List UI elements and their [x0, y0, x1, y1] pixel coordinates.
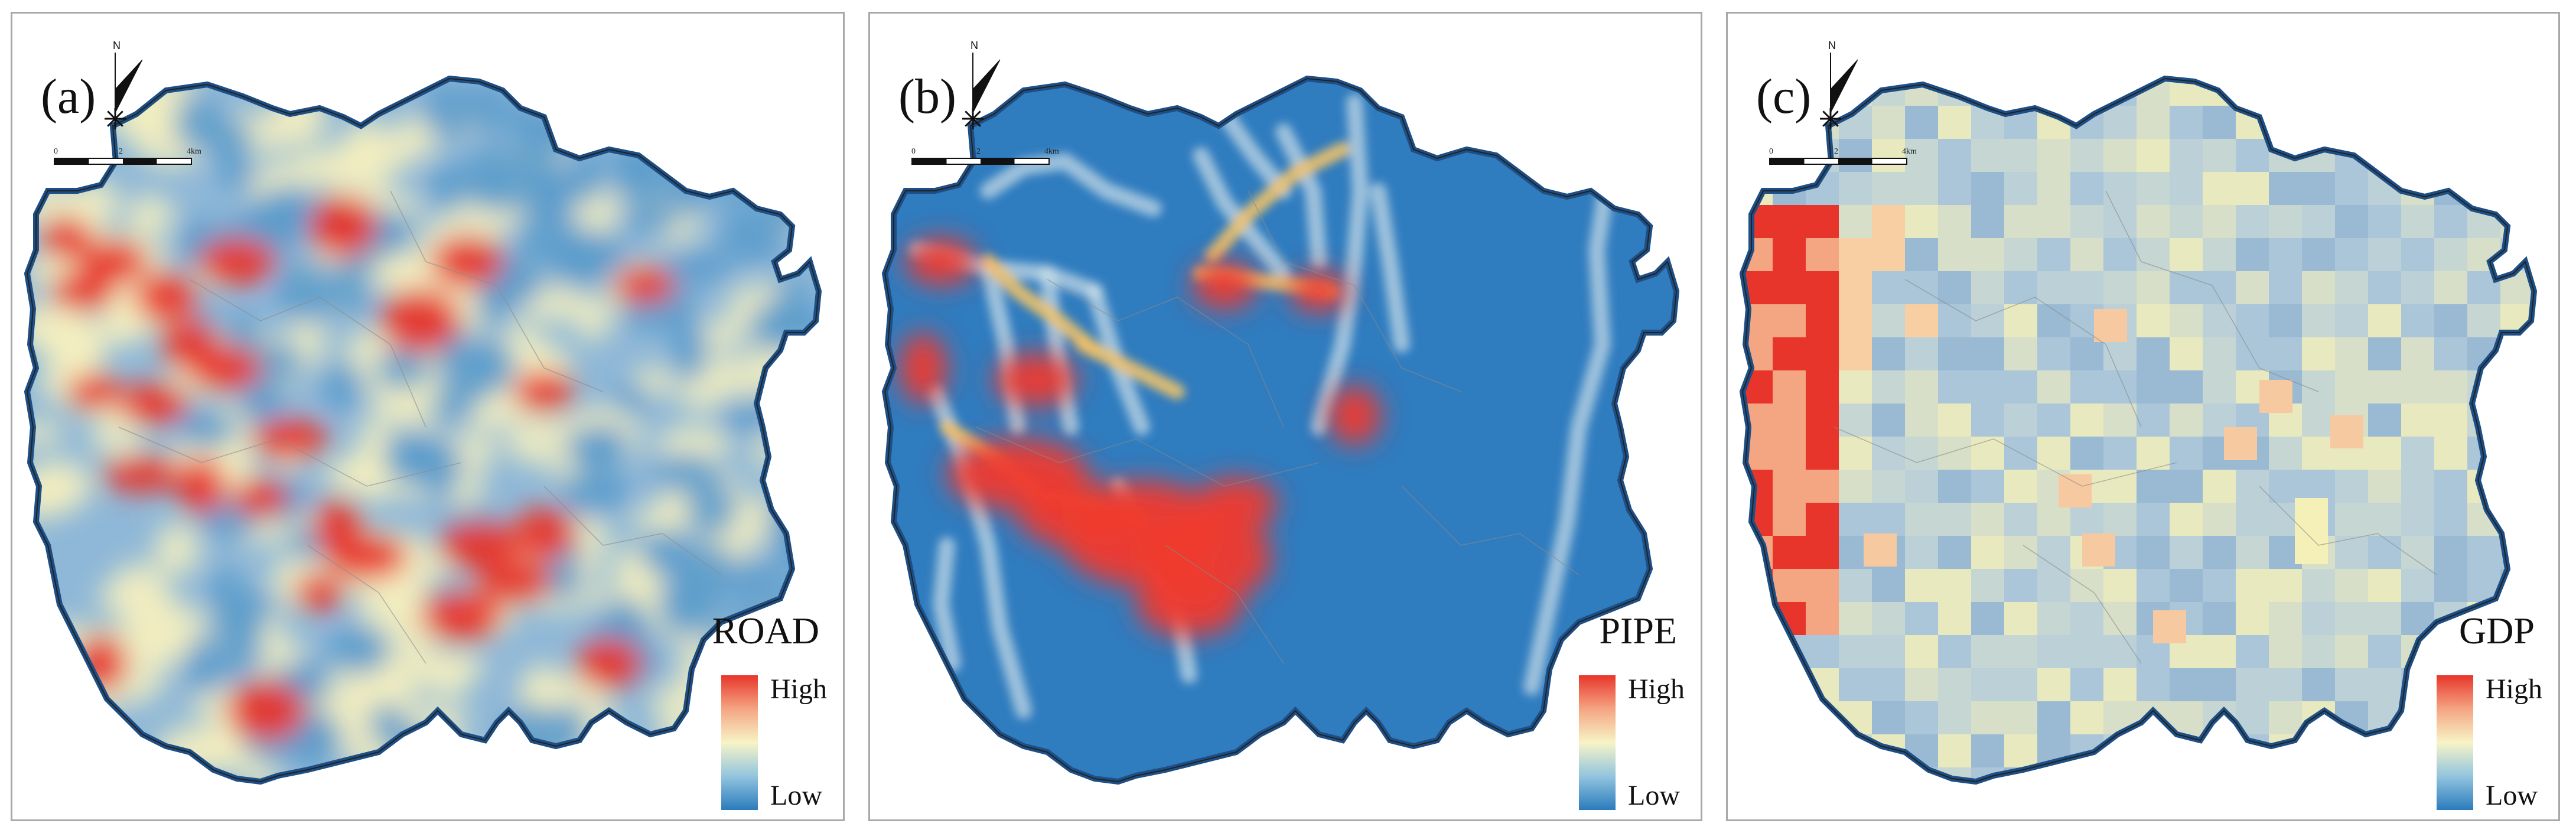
district-boundary [390, 190, 604, 392]
legend-title: GDP [2458, 610, 2535, 652]
legend-low-label: Low [1628, 780, 1680, 811]
scale-label: 4km [187, 147, 201, 156]
north-arrow-icon: N [1820, 40, 1858, 129]
panel-label: (b) [898, 69, 956, 124]
scale-label: 4km [1044, 147, 1059, 156]
legend-color-ramp [721, 675, 758, 810]
scale-bar-segments [1769, 158, 1907, 165]
legend-high-label: High [2486, 673, 2542, 705]
scale-bar: 0 2 4km [54, 147, 201, 171]
legend-high-label: High [770, 673, 827, 705]
scale-bar-segments [54, 158, 192, 165]
scale-bar-segments [911, 158, 1050, 165]
district-boundary [1904, 279, 2142, 428]
district-boundary [543, 486, 722, 575]
district-boundary [2023, 545, 2142, 664]
north-arrow-icon: N [105, 40, 143, 129]
district-boundary [976, 427, 1320, 487]
north-label: N [971, 40, 978, 51]
map-panel-gdp: (c) N 0 2 4km GDP High Low [1726, 12, 2560, 821]
legend-color-ramp [2437, 675, 2473, 810]
legend-low-label: Low [2486, 780, 2538, 811]
road-density-map [24, 75, 822, 785]
scale-label: 2 [119, 147, 123, 156]
district-boundary [1047, 279, 1284, 428]
county-boundary [884, 77, 1678, 783]
district-boundary [307, 545, 426, 664]
panel-label: (a) [41, 69, 96, 124]
legend-low-label: Low [770, 780, 822, 811]
legend-high-label: High [1628, 673, 1685, 705]
district-boundary [1248, 190, 1461, 392]
legend-color-ramp [1579, 675, 1616, 810]
district-boundary [1834, 427, 2177, 487]
scale-label: 0 [54, 147, 58, 156]
north-arrow-icon: N [962, 40, 1001, 129]
county-boundary [26, 77, 820, 783]
panel-label: (c) [1756, 69, 1812, 124]
scale-bar: 0 2 4km [1769, 147, 1917, 171]
scale-bar: 0 2 4km [911, 147, 1059, 171]
district-boundary [2259, 486, 2437, 575]
legend-title: PIPE [1599, 610, 1677, 652]
district-boundary [1165, 545, 1284, 664]
district-boundary [118, 427, 462, 487]
map-panel-pipe: (b) N 0 2 4km PIPE High Low [868, 12, 1702, 821]
north-label: N [1828, 40, 1836, 51]
county-boundary [1741, 77, 2535, 783]
district-boundary [2105, 190, 2319, 392]
scale-label: 4km [1902, 147, 1917, 156]
district-boundary [1401, 486, 1580, 575]
scale-label: 0 [1769, 147, 1773, 156]
map-panel-road: (a) N 0 2 4km ROAD High Low [11, 12, 845, 821]
scale-label: 0 [911, 147, 916, 156]
pipe-density-map [881, 75, 1680, 785]
gdp-grid-map [1739, 75, 2538, 785]
scale-label: 2 [976, 147, 981, 156]
north-label: N [113, 40, 121, 51]
district-boundary [189, 279, 426, 428]
scale-label: 2 [1834, 147, 1838, 156]
legend-title: ROAD [712, 610, 819, 652]
